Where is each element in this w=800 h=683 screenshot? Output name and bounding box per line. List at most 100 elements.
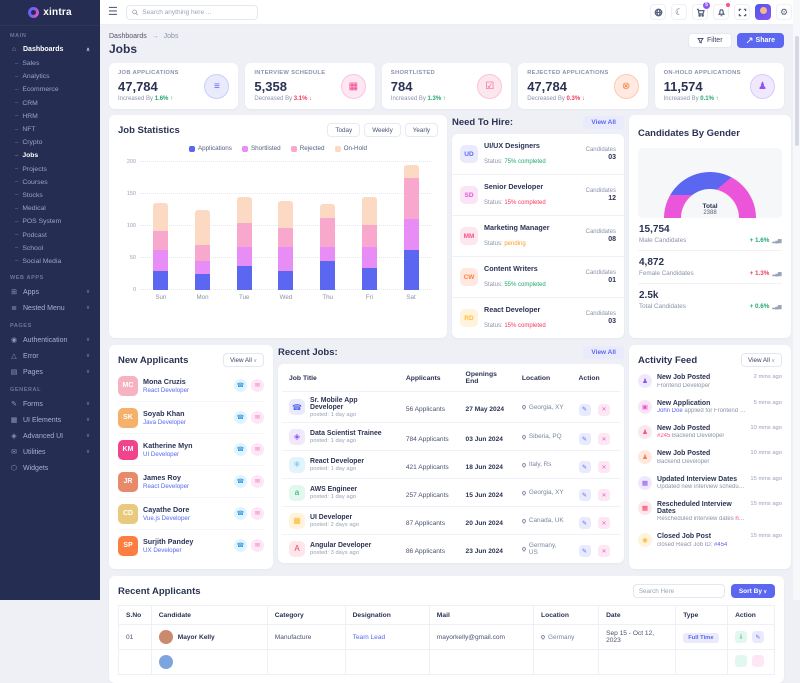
recent-jobs-view-all-button[interactable]: View All: [583, 346, 624, 359]
sidebar-subitem[interactable]: Ecommerce: [0, 83, 100, 96]
sidebar-item[interactable]: ▦ UI Elements: [0, 412, 100, 428]
sidebar-item[interactable]: ⊞ Apps: [0, 284, 100, 300]
sidebar-subitem[interactable]: Courses: [0, 176, 100, 189]
call-button[interactable]: ☎: [234, 443, 247, 456]
delete-job-button[interactable]: ✕: [597, 461, 610, 473]
dark-mode-icon[interactable]: ☾: [671, 4, 687, 20]
feed-item-link[interactable]: notificati...: [735, 516, 745, 523]
hire-list-item[interactable]: UD UI/UX Designers Status: 75% completed…: [452, 134, 624, 175]
range-tab[interactable]: Yearly: [404, 123, 438, 137]
range-tab[interactable]: Weekly: [364, 123, 401, 137]
call-button[interactable]: ☎: [234, 411, 247, 424]
applicant-avatar: JR: [118, 471, 138, 492]
legend-item[interactable]: Rejected: [290, 145, 325, 152]
hire-list-item[interactable]: RD React Developer Status: 15% completed…: [452, 298, 624, 338]
user-avatar[interactable]: [755, 4, 771, 20]
feed-item-link[interactable]: #454: [714, 541, 728, 548]
applicant-row: SK Soyab Khan Java Developer ☎ ✉: [118, 402, 264, 434]
download-resume-button[interactable]: ⇩: [735, 631, 748, 643]
candidates-count: 03: [608, 154, 616, 162]
sidebar-item-dashboards[interactable]: ⌂ Dashboards: [0, 42, 100, 57]
sidebar-subitem[interactable]: Jobs: [0, 149, 100, 162]
sidebar-subitem[interactable]: Analytics: [0, 70, 100, 83]
edit-applicant-button[interactable]: [751, 655, 764, 667]
hire-list-item[interactable]: SD Senior Developer Status: 15% complete…: [452, 175, 624, 216]
edit-job-button[interactable]: ✎: [578, 489, 591, 501]
sidebar-subitem[interactable]: Social Media: [0, 255, 100, 268]
bars: [140, 162, 432, 290]
sidebar-subitem[interactable]: School: [0, 242, 100, 255]
need-to-hire-view-all-button[interactable]: View All: [583, 116, 624, 129]
delete-job-button[interactable]: ✕: [597, 545, 610, 557]
sidebar-item[interactable]: △ Error: [0, 348, 100, 364]
new-applicants-view-all-button[interactable]: View All: [223, 353, 264, 367]
mail-button[interactable]: ✉: [251, 507, 264, 520]
sort-by-button[interactable]: Sort By: [730, 584, 775, 598]
feed-item-link[interactable]: #245: [657, 433, 671, 440]
call-button[interactable]: ☎: [234, 539, 247, 552]
search-input[interactable]: [142, 8, 252, 16]
edit-applicant-button[interactable]: ✎: [751, 631, 764, 643]
settings-gear-icon[interactable]: ⚙: [776, 4, 792, 20]
call-button[interactable]: ☎: [234, 379, 247, 392]
hire-list-item[interactable]: CW Content Writers Status: 55% completed…: [452, 257, 624, 298]
delete-job-button[interactable]: ✕: [597, 489, 610, 501]
notifications-bell-icon[interactable]: [713, 3, 730, 20]
fullscreen-icon[interactable]: [734, 4, 750, 20]
edit-job-button[interactable]: ✎: [578, 433, 591, 445]
sidebar-subitem[interactable]: NFT: [0, 123, 100, 136]
sidebar-item[interactable]: ◈ Advanced UI: [0, 428, 100, 444]
edit-job-button[interactable]: ✎: [578, 517, 591, 529]
delete-job-button[interactable]: ✕: [597, 433, 610, 445]
breadcrumb-dashboards[interactable]: Dashboards: [109, 33, 147, 40]
mail-button[interactable]: ✉: [251, 443, 264, 456]
sidebar-item[interactable]: ≣ Nested Menu: [0, 300, 100, 316]
call-button[interactable]: ☎: [234, 507, 247, 520]
sidebar-subitem[interactable]: Medical: [0, 202, 100, 215]
language-icon[interactable]: [650, 4, 666, 20]
sidebar-item[interactable]: ✉ Utilities: [0, 444, 100, 460]
candidate-name: Mayor Kelly: [177, 633, 215, 641]
sidebar-item[interactable]: ◉ Authentication: [0, 332, 100, 348]
table-search-input[interactable]: [632, 584, 725, 598]
mail-button[interactable]: ✉: [251, 539, 264, 552]
scrollbar-thumb[interactable]: [794, 36, 799, 146]
global-search[interactable]: [125, 4, 258, 20]
sidebar-item[interactable]: ⬡ Widgets: [10, 464, 49, 473]
cart-icon[interactable]: 5: [692, 2, 710, 20]
feed-item-link[interactable]: John Doe: [657, 408, 683, 415]
sidebar-item[interactable]: ▤ Pages: [0, 364, 100, 380]
sidebar-subitem[interactable]: HRM: [0, 110, 100, 123]
mail-button[interactable]: ✉: [251, 411, 264, 424]
menu-item-icon: ✉: [11, 449, 17, 456]
edit-job-button[interactable]: ✎: [578, 403, 591, 416]
activity-feed-view-all-button[interactable]: View All: [741, 353, 782, 367]
delete-job-button[interactable]: ✕: [597, 403, 610, 416]
sidebar-subitem[interactable]: POS System: [0, 215, 100, 228]
legend-item[interactable]: Applications: [188, 145, 232, 152]
mail-button[interactable]: ✉: [251, 475, 264, 488]
delete-job-button[interactable]: ✕: [597, 517, 610, 529]
download-resume-button[interactable]: [735, 655, 748, 667]
edit-job-button[interactable]: ✎: [578, 461, 591, 473]
sidebar-subitem[interactable]: CRM: [0, 97, 100, 110]
app-logo[interactable]: xintra: [0, 0, 100, 26]
call-button[interactable]: ☎: [234, 475, 247, 488]
edit-job-button[interactable]: ✎: [578, 545, 591, 557]
filter-button[interactable]: Filter: [687, 33, 732, 48]
sidebar-subitem[interactable]: Sales: [0, 57, 100, 70]
main-content: Dashboards → Jobs Jobs Filter Share JOB …: [100, 25, 793, 683]
candidate-designation-link[interactable]: Team Lead: [352, 633, 386, 641]
mail-button[interactable]: ✉: [251, 379, 264, 392]
sidebar-subitem[interactable]: Stocks: [0, 189, 100, 202]
sidebar-subitem[interactable]: Projects: [0, 163, 100, 176]
sidebar-subitem[interactable]: Podcast: [0, 228, 100, 241]
sidebar-subitem[interactable]: Crypto: [0, 136, 100, 149]
legend-item[interactable]: Shortlisted: [241, 145, 281, 152]
range-tab[interactable]: Today: [327, 123, 361, 137]
hamburger-menu-icon[interactable]: ☰: [108, 5, 118, 18]
share-button[interactable]: Share: [736, 33, 784, 48]
hire-list-item[interactable]: MM Marketing Manager Status: pending Can…: [452, 216, 624, 257]
legend-item[interactable]: On-Hold: [334, 145, 367, 152]
sidebar-item[interactable]: ✎ Forms: [0, 396, 100, 412]
